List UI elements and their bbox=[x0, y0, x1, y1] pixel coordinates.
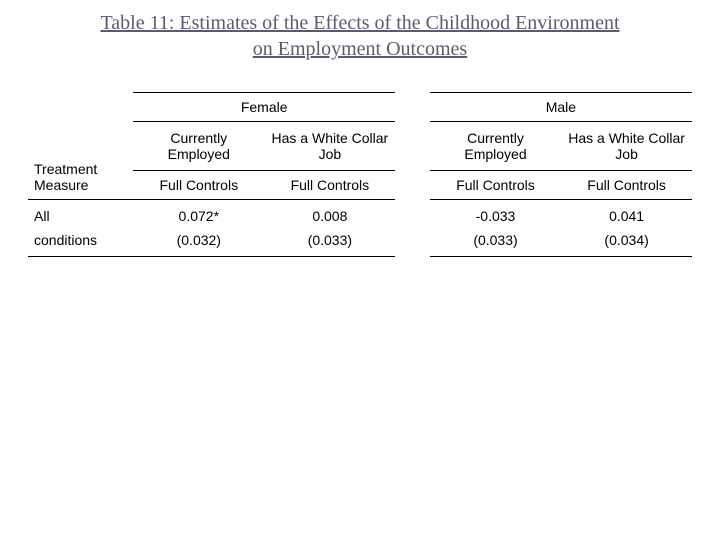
controls-female-emp: Full Controls bbox=[133, 171, 264, 200]
treatment-label-l1: Treatment bbox=[34, 161, 97, 177]
controls-male-emp: Full Controls bbox=[430, 171, 561, 200]
male-wc-se: (0.034) bbox=[561, 228, 692, 257]
male-white-collar-header: Has a White Collar Job bbox=[561, 122, 692, 171]
outcome-label: Currently Employed bbox=[464, 130, 526, 162]
female-emp-se: (0.032) bbox=[133, 228, 264, 257]
table-title: Table 11: Estimates of the Effects of th… bbox=[40, 10, 680, 62]
treatment-measure-label: Treatment Measure bbox=[28, 122, 133, 200]
gap-cell bbox=[395, 122, 430, 171]
gender-header-row: Female Male bbox=[28, 93, 692, 122]
male-emp-se: (0.033) bbox=[430, 228, 561, 257]
female-currently-employed-header: Currently Employed bbox=[133, 122, 264, 171]
controls-male-wc: Full Controls bbox=[561, 171, 692, 200]
controls-female-wc: Full Controls bbox=[264, 171, 395, 200]
blank-cell bbox=[28, 93, 133, 122]
page: Table 11: Estimates of the Effects of th… bbox=[0, 0, 720, 540]
outcome-label: Currently Employed bbox=[168, 130, 230, 162]
outcome-label: Has a White Collar Job bbox=[568, 130, 685, 162]
gap-cell bbox=[395, 200, 430, 229]
gap-cell bbox=[395, 171, 430, 200]
male-wc-estimate: 0.041 bbox=[561, 200, 692, 229]
gap-cell bbox=[395, 228, 430, 257]
row-label-l1: All bbox=[28, 200, 133, 229]
outcome-label: Has a White Collar Job bbox=[272, 130, 389, 162]
gap-cell bbox=[395, 93, 430, 122]
row-label-l2: conditions bbox=[28, 228, 133, 257]
title-line2: on Employment Outcomes bbox=[253, 38, 467, 60]
title-line1: Table 11: Estimates of the Effects of th… bbox=[100, 12, 619, 34]
estimates-table: Female Male Treatment Measure Currently … bbox=[28, 92, 692, 257]
treatment-label-l2: Measure bbox=[34, 177, 88, 193]
estimate-row: All 0.072* 0.008 -0.033 0.041 bbox=[28, 200, 692, 229]
female-header: Female bbox=[133, 93, 395, 122]
table-container: Female Male Treatment Measure Currently … bbox=[28, 92, 692, 257]
male-currently-employed-header: Currently Employed bbox=[430, 122, 561, 171]
female-wc-estimate: 0.008 bbox=[264, 200, 395, 229]
male-emp-estimate: -0.033 bbox=[430, 200, 561, 229]
female-wc-se: (0.033) bbox=[264, 228, 395, 257]
outcome-header-row: Treatment Measure Currently Employed Has… bbox=[28, 122, 692, 171]
male-header: Male bbox=[430, 93, 692, 122]
se-row: conditions (0.032) (0.033) (0.033) (0.03… bbox=[28, 228, 692, 257]
female-white-collar-header: Has a White Collar Job bbox=[264, 122, 395, 171]
female-emp-estimate: 0.072* bbox=[133, 200, 264, 229]
